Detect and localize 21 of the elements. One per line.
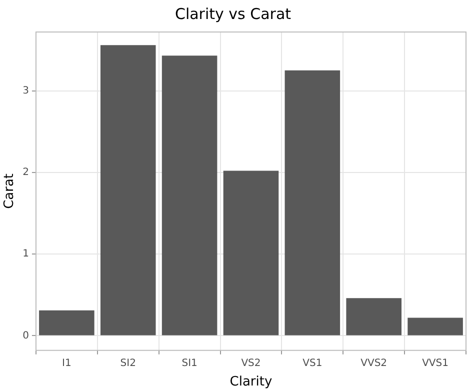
x-tick-label: VS2 xyxy=(241,358,261,369)
y-tick-label: 3 xyxy=(22,85,29,96)
x-tick-label: VVS1 xyxy=(422,358,448,369)
bar xyxy=(100,45,156,336)
y-tick-label: 1 xyxy=(22,248,29,260)
bar xyxy=(408,318,463,336)
bar xyxy=(39,310,94,336)
x-tick-label: SI1 xyxy=(182,358,198,369)
bar xyxy=(162,56,218,336)
x-tick-label: VVS2 xyxy=(360,358,388,369)
x-tick-label: SI2 xyxy=(120,358,136,369)
x-tick-label: I1 xyxy=(62,358,72,369)
bar xyxy=(346,298,402,336)
y-tick-label: 2 xyxy=(22,167,29,178)
y-axis-title: Carat xyxy=(2,173,18,209)
chart-title: Clarity vs Carat xyxy=(174,4,292,23)
x-tick-label: VS1 xyxy=(302,358,322,369)
bar xyxy=(284,70,340,336)
bar xyxy=(223,170,279,336)
y-tick-label: 0 xyxy=(22,330,29,342)
x-axis-title: Clarity xyxy=(230,374,272,390)
